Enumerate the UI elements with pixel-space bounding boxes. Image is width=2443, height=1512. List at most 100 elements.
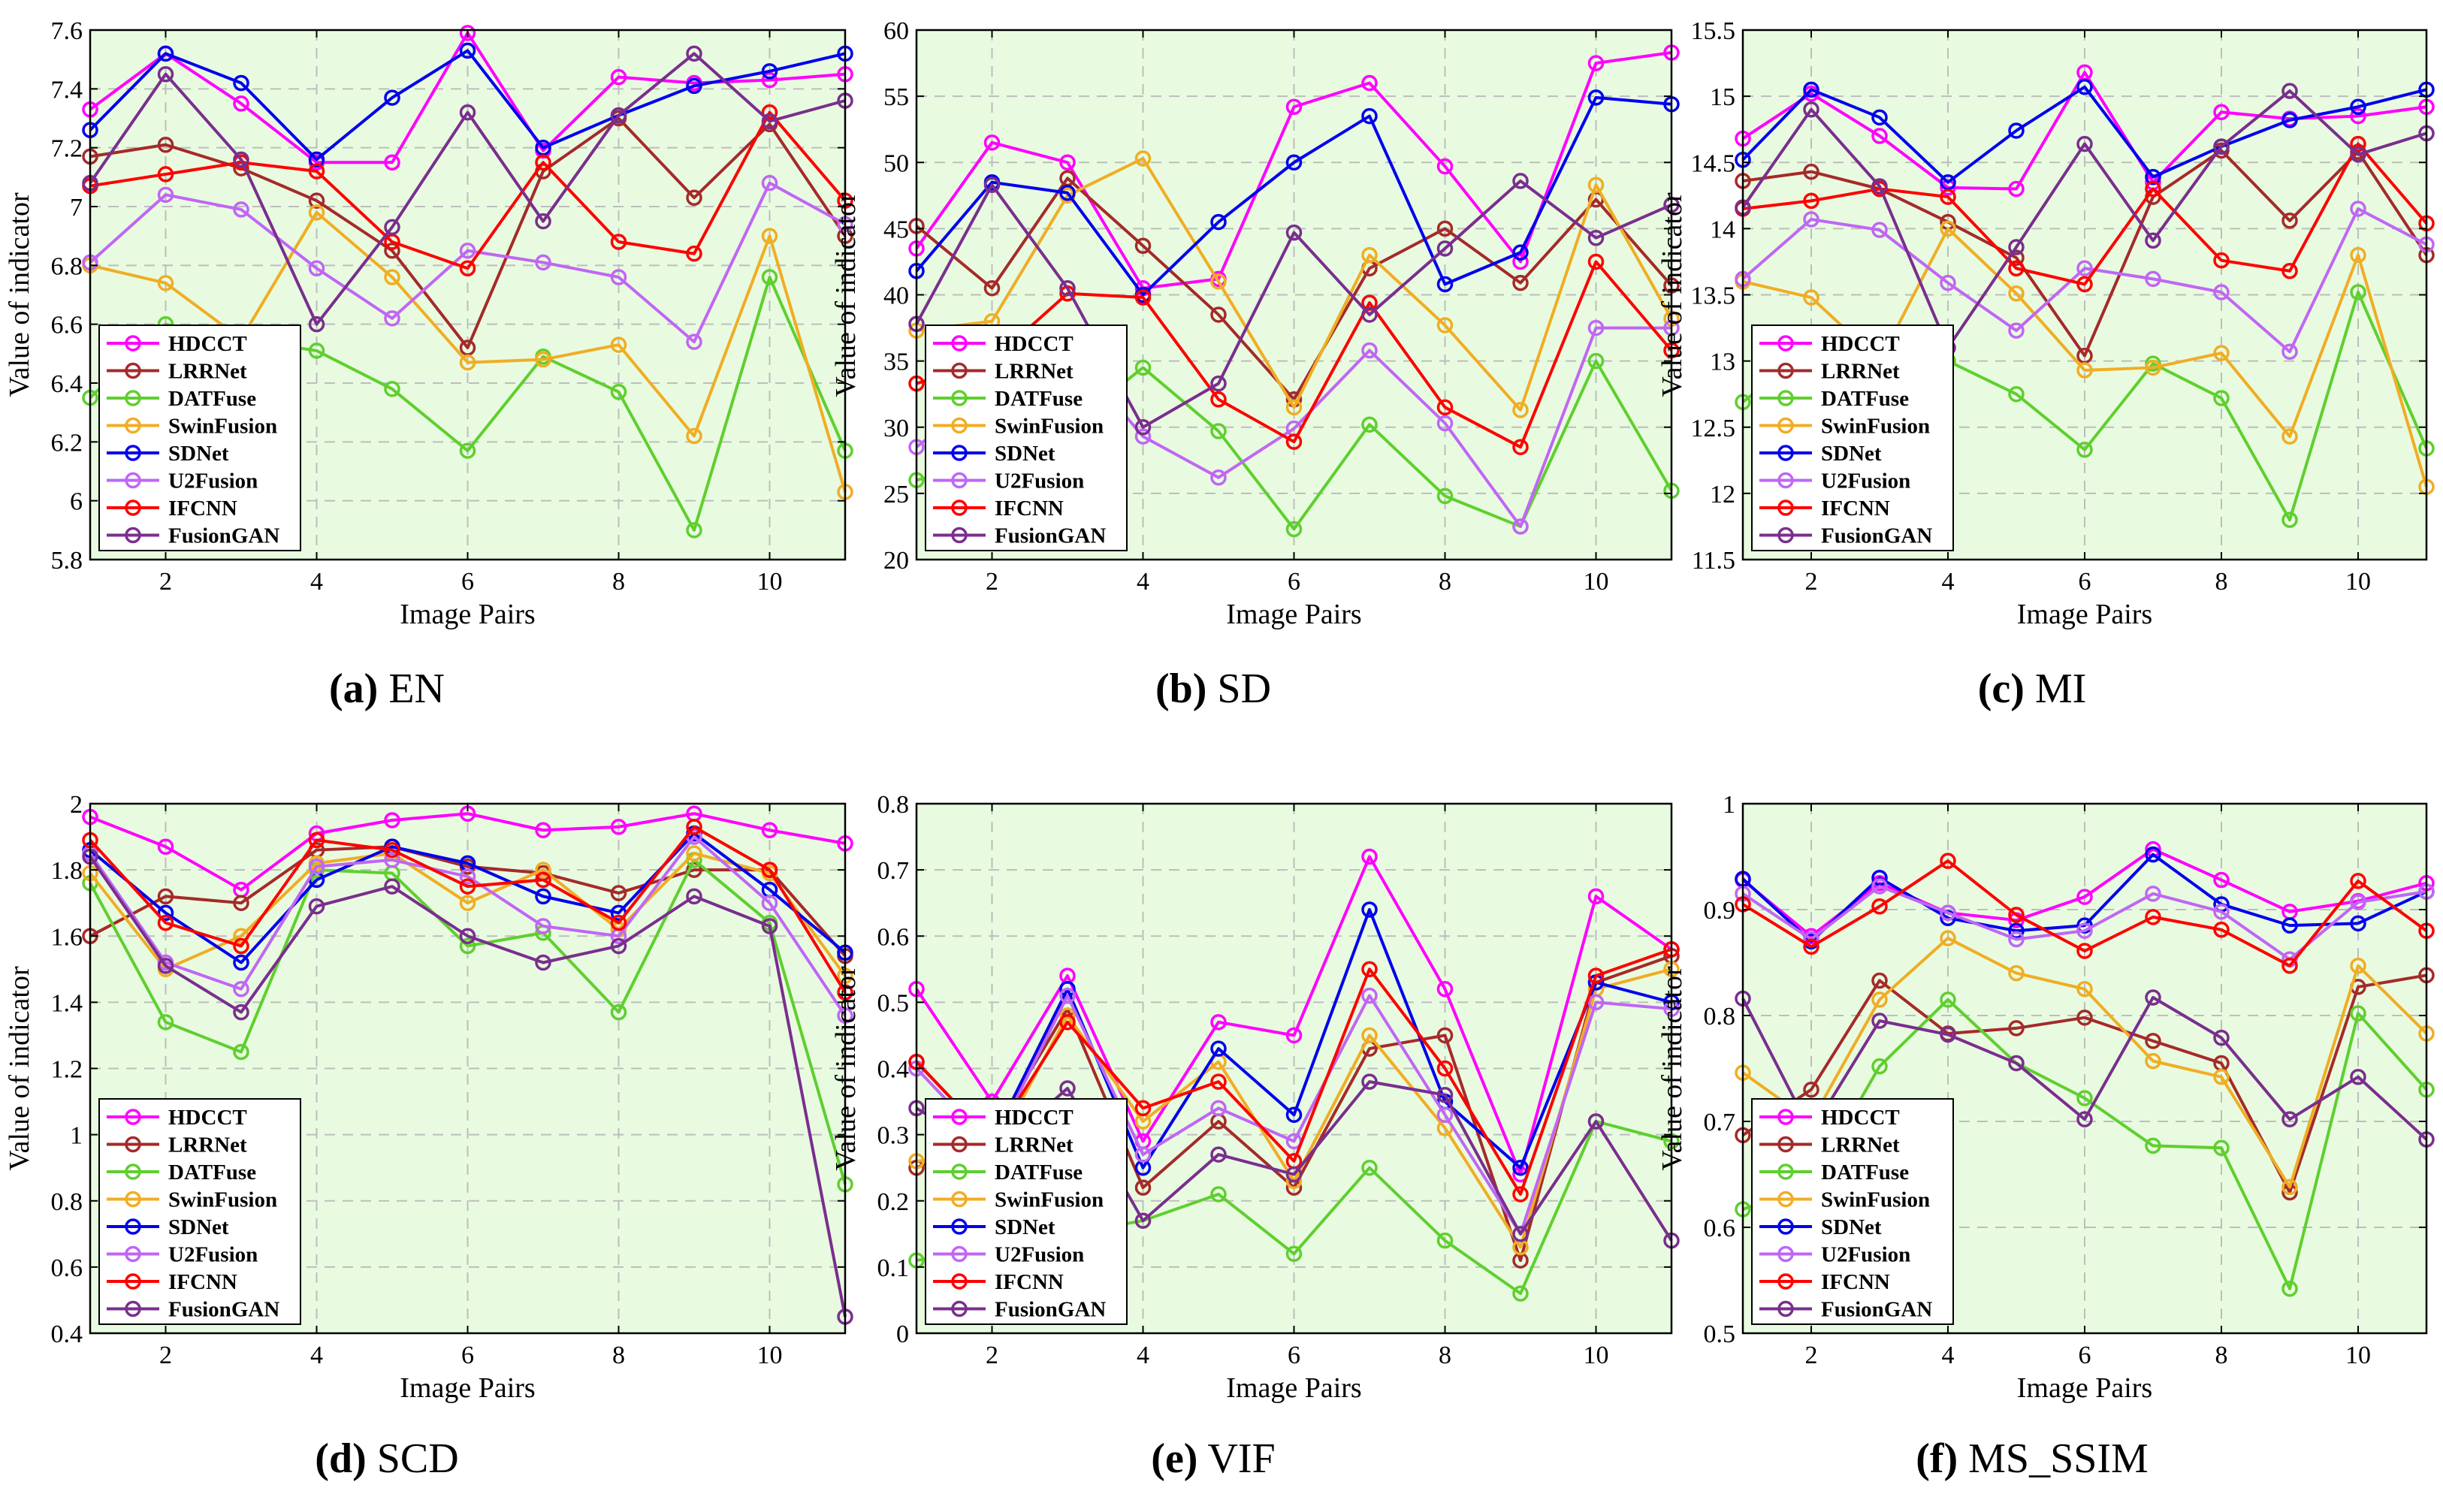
data-point-ifcnn	[1134, 289, 1152, 306]
legend-marker	[1777, 390, 1794, 406]
data-point-swinfusion	[2281, 1179, 2298, 1196]
y-tick-label: 0.7	[1704, 1109, 1736, 1136]
data-point-u2fusion	[459, 243, 476, 259]
data-point-swinfusion	[1871, 991, 1888, 1008]
data-point-u2fusion	[308, 260, 325, 276]
data-point-lrrnet	[610, 885, 627, 901]
legend-entry: SwinFusion	[995, 1188, 1104, 1212]
data-point-hdcct	[1285, 1027, 1303, 1044]
x-axis-label: Image Pairs	[2017, 1372, 2152, 1404]
y-tick-label: 0.8	[877, 791, 910, 819]
legend-entry: SwinFusion	[168, 415, 277, 439]
data-point-ifcnn	[459, 260, 476, 276]
data-point-lrrnet	[2145, 1033, 2161, 1049]
data-point-ifcnn	[761, 104, 778, 121]
y-tick-label: 6.6	[51, 312, 83, 340]
data-point-fusiongan	[1059, 279, 1076, 297]
series-line-lrrnet	[1742, 149, 2428, 358]
data-point-sdnet	[384, 89, 400, 106]
data-point-fusiongan	[1210, 1146, 1227, 1163]
data-point-fusiongan	[535, 954, 551, 971]
data-point-fusiongan	[983, 177, 1001, 193]
data-point-sdnet	[1871, 869, 1888, 886]
legend-entry: FusionGAN	[1821, 1298, 1932, 1322]
legend-marker	[1777, 1245, 1794, 1263]
data-point-u2fusion	[157, 186, 174, 204]
x-tick-label: 6	[2079, 568, 2091, 596]
x-axis-label: Image Pairs	[400, 1372, 535, 1404]
y-tick-label: 12.5	[1691, 415, 1736, 442]
data-point-u2fusion	[1059, 987, 1076, 1004]
x-tick-label: 6	[1288, 1341, 1300, 1369]
legend-marker	[125, 1300, 141, 1317]
data-point-datfuse	[610, 384, 627, 400]
y-tick-label: 13	[1710, 349, 1735, 376]
series-line-sdnet	[89, 49, 846, 161]
series-line-sdnet	[89, 831, 847, 964]
data-point-fusiongan	[1512, 1226, 1529, 1242]
legend-entry: U2Fusion	[995, 469, 1084, 493]
data-point-ifcnn	[1210, 1073, 1227, 1090]
x-tick-label: 8	[2215, 568, 2228, 596]
legend: HDCCT LRRNet DATFuse SwinFusion SDNet U2Fusio…	[98, 324, 301, 551]
legend: HDCCT LRRNet DATFuse SwinFusion SDNet U2Fusio…	[925, 1098, 1128, 1325]
data-point-sdnet	[2281, 112, 2298, 128]
data-point-lrrnet	[1134, 237, 1152, 255]
data-point-sdnet	[1361, 107, 1378, 125]
data-point-fusiongan	[2008, 239, 2025, 255]
legend-marker	[951, 390, 968, 406]
series-line-datfuse	[89, 858, 847, 1185]
series-line-swinfusion	[916, 156, 1673, 412]
y-tick-label: 5.8	[51, 547, 83, 575]
legend: HDCCT LRRNet DATFuse SwinFusion SDNet U2Fusio…	[1751, 1098, 1954, 1325]
y-tick-label: 0.8	[1704, 1003, 1736, 1031]
legend-marker	[951, 1136, 968, 1153]
data-point-ifcnn	[761, 862, 778, 878]
x-tick-label: 4	[310, 568, 323, 596]
y-tick-label: 0.6	[1704, 1215, 1736, 1242]
data-point-ifcnn	[2145, 180, 2161, 198]
chart-panel-4: 0.4 0.6 0.8 1 1.2 1.4 1.6 1.8 2 2 4 6 8 10 Image Pairs…	[4, 791, 853, 1404]
data-point-fusiongan	[686, 888, 702, 905]
data-point-datfuse	[1210, 1186, 1227, 1203]
legend-entry: HDCCT	[995, 332, 1074, 356]
data-point-hdcct	[384, 812, 400, 828]
legend-entry: IFCNN	[995, 1270, 1064, 1294]
series-line-u2fusion	[1741, 207, 2427, 354]
data-point-swinfusion	[1587, 177, 1605, 193]
caption-b: (b) SD	[1155, 665, 1272, 712]
y-tick-label: 55	[883, 83, 909, 111]
data-point-fusiongan	[308, 898, 325, 915]
legend-entry: SDNet	[1821, 1215, 1882, 1239]
chart-panel-5: 0 0.1 0.2 0.3 0.4 0.5 0.6 0.7 0.8 2 4 6 8 10 Image Pai…	[830, 791, 1680, 1404]
data-point-datfuse	[2281, 512, 2298, 528]
data-point-swinfusion	[535, 862, 551, 878]
data-point-u2fusion	[1210, 469, 1227, 486]
legend-marker	[125, 1136, 141, 1153]
chart-panel-1: 5.8 6 6.2 6.4 6.6 6.8 7 7.2 7.4 7.6 2 4 6 8 10 Image Pa…	[4, 17, 853, 630]
data-point-ifcnn	[535, 871, 551, 889]
data-point-swinfusion	[2350, 246, 2366, 264]
series-line-fusiongan	[1741, 89, 2427, 349]
data-point-sdnet	[2008, 122, 2025, 139]
y-tick-label: 7	[70, 194, 83, 222]
data-point-sdnet	[233, 954, 249, 971]
x-tick-label: 2	[1805, 1341, 1818, 1369]
y-tick-label: 0.3	[877, 1122, 910, 1150]
y-tick-label: 12	[1710, 481, 1735, 509]
data-point-hdcct	[1059, 154, 1076, 171]
data-point-lrrnet	[1871, 972, 1888, 989]
data-point-swinfusion	[1512, 402, 1529, 418]
legend-marker	[951, 1191, 968, 1208]
series-line-ifcnn	[1742, 142, 2428, 286]
legend-marker	[1777, 1136, 1794, 1153]
caption-c: (c) MI	[1977, 665, 2087, 712]
y-tick-label: 0.6	[877, 923, 910, 951]
data-point-lrrnet	[1436, 1027, 1454, 1044]
data-point-ifcnn	[1940, 189, 1956, 205]
data-point-sdnet	[1803, 81, 1819, 98]
data-point-swinfusion	[2145, 1052, 2161, 1070]
data-point-ifcnn	[1285, 433, 1303, 450]
legend-entry: LRRNet	[995, 1133, 1074, 1157]
y-tick-label: 0.5	[877, 989, 910, 1017]
